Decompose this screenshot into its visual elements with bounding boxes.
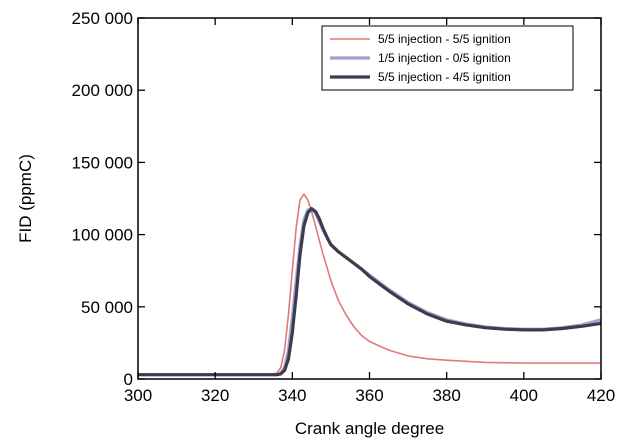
series-layer — [138, 193, 601, 377]
series-line-1 — [138, 193, 601, 375]
x-tick-label: 380 — [432, 386, 460, 405]
y-tick-label: 50 000 — [81, 298, 133, 317]
y-axis-title: FID (ppmC) — [16, 154, 35, 243]
y-tick-label: 200 000 — [72, 81, 133, 100]
x-tick-label: 320 — [201, 386, 229, 405]
x-tick-label: 300 — [124, 386, 152, 405]
series-line-3 — [138, 207, 601, 377]
y-tick-label: 0 — [124, 370, 133, 389]
legend-label-2: 1/5 injection - 0/5 ignition — [378, 51, 511, 65]
x-tick-label: 340 — [278, 386, 306, 405]
y-tick-label: 250 000 — [72, 9, 133, 28]
x-tick-label: 400 — [510, 386, 538, 405]
series-line-2 — [138, 207, 601, 377]
legend-label-3: 5/5 injection - 4/5 ignition — [378, 70, 511, 84]
y-tick-label: 100 000 — [72, 226, 133, 245]
x-tick-label: 360 — [355, 386, 383, 405]
legend-label-1: 5/5 injection - 5/5 ignition — [378, 32, 511, 46]
y-tick-label: 150 000 — [72, 153, 133, 172]
legend: 5/5 injection - 5/5 ignition 1/5 injectio… — [321, 25, 574, 91]
x-axis: 300 320 340 360 380 400 420 — [124, 18, 615, 405]
y-axis: 0 50 000 100 000 150 000 200 000 250 000 — [72, 9, 601, 389]
x-axis-title: Crank angle degree — [295, 419, 444, 438]
x-tick-label: 420 — [587, 386, 615, 405]
